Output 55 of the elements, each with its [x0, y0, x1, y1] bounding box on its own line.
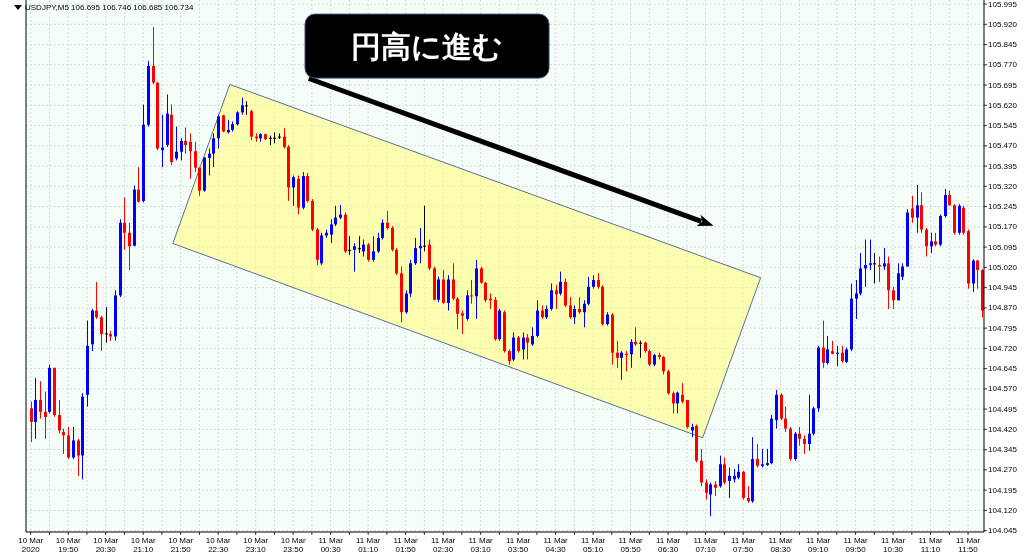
x-tick-label: 11 Mar 05:10 [580, 536, 606, 554]
x-tick-label: 11 Mar 11:10 [918, 536, 944, 554]
x-tick-label: 11 Mar 02:30 [430, 536, 456, 554]
x-tick-label: 11 Mar 06:30 [655, 536, 681, 554]
x-tick-label: 11 Mar 01:50 [393, 536, 419, 554]
x-tick-label: 11 Mar 07:50 [730, 536, 756, 554]
x-tick-label: 10 Mar 19:50 [55, 536, 81, 554]
y-tick-label: 105.245 [988, 202, 1018, 212]
y-tick-label: 104.420 [988, 424, 1018, 434]
x-tick-label: 10 Mar 22:30 [205, 536, 231, 554]
x-tick-label: 10 Mar 2020 [18, 536, 44, 554]
x-tick-label: 10 Mar 21:10 [130, 536, 156, 554]
x-tick-label: 11 Mar 03:10 [468, 536, 494, 554]
y-tick-label: 104.045 [988, 526, 1018, 536]
y-tick-label: 105.470 [988, 141, 1018, 151]
x-tick-label: 11 Mar 03:50 [505, 536, 531, 554]
y-tick-label: 105.770 [988, 60, 1018, 70]
y-tick-label: 104.645 [988, 364, 1018, 374]
y-tick-label: 105.320 [988, 181, 1018, 191]
y-tick-label: 105.995 [988, 0, 1018, 9]
y-tick-label: 104.195 [988, 485, 1018, 495]
x-tick-label: 11 Mar 01:10 [355, 536, 381, 554]
y-tick-label: 104.345 [988, 445, 1018, 455]
x-tick-label: 10 Mar 23:50 [280, 536, 306, 554]
y-tick-label: 105.845 [988, 40, 1018, 50]
x-tick-label: 11 Mar 08:30 [768, 536, 794, 554]
x-tick-label: 11 Mar 07:10 [693, 536, 719, 554]
chart-title: USDJPY,M5 106.695 106.746 106.685 106.734 [25, 3, 194, 12]
y-tick-label: 104.720 [988, 343, 1018, 353]
y-tick-label: 105.170 [988, 222, 1018, 232]
x-tick-label: 11 Mar 00:30 [318, 536, 344, 554]
y-tick-label: 105.545 [988, 121, 1018, 131]
y-tick-label: 104.795 [988, 323, 1018, 333]
y-tick-label: 104.120 [988, 505, 1018, 515]
x-tick-label: 10 Mar 20:30 [93, 536, 119, 554]
x-tick-label: 11 Mar 04:30 [543, 536, 569, 554]
x-tick-label: 10 Mar 23:10 [243, 536, 269, 554]
y-tick-label: 105.920 [988, 19, 1018, 29]
x-tick-label: 11 Mar 11:50 [955, 536, 981, 554]
y-tick-label: 104.495 [988, 404, 1018, 414]
y-tick-label: 104.945 [988, 283, 1018, 293]
x-tick-label: 11 Mar 05:50 [618, 536, 644, 554]
y-tick-label: 104.270 [988, 465, 1018, 475]
y-tick-label: 105.695 [988, 80, 1018, 90]
x-tick-label: 11 Mar 09:50 [843, 536, 869, 554]
y-tick-label: 105.620 [988, 100, 1018, 110]
annotation: 円高に進む [351, 28, 504, 64]
x-tick-label: 10 Mar 21:50 [168, 536, 194, 554]
y-tick-label: 104.870 [988, 303, 1018, 313]
y-tick-label: 105.020 [988, 262, 1018, 272]
x-tick-label: 11 Mar 10:30 [880, 536, 906, 554]
y-tick-label: 104.570 [988, 384, 1018, 394]
y-tick-label: 105.095 [988, 242, 1018, 252]
x-tick-label: 11 Mar 09:10 [805, 536, 831, 554]
y-tick-label: 105.395 [988, 161, 1018, 171]
